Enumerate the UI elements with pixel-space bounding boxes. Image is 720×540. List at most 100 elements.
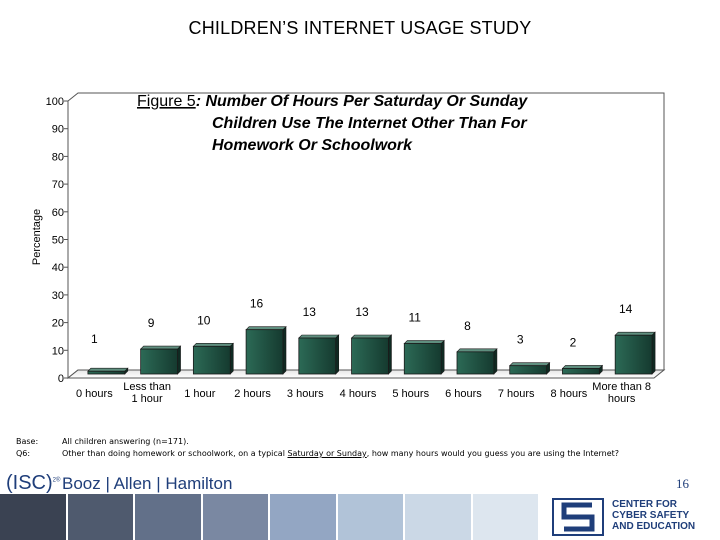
data-label: 16 — [250, 297, 264, 311]
data-label: 1 — [91, 332, 98, 346]
x-tick-label: 3 hours — [287, 388, 324, 400]
bar-side-face — [229, 342, 234, 375]
x-tick-label: More than 8 hours — [592, 381, 651, 405]
x-tick-label: 8 hours — [551, 388, 588, 400]
bar — [456, 351, 495, 375]
question-text-part: Other than doing homework or schoolwork,… — [62, 449, 288, 458]
y-axis-label: Percentage — [31, 209, 43, 265]
y-tick-label: 0 — [58, 373, 64, 385]
bar-side-face — [282, 325, 287, 375]
bar-side-face — [493, 348, 498, 375]
bar-side-face — [177, 345, 181, 375]
base-label: Base: — [16, 437, 39, 446]
data-label: 2 — [570, 335, 577, 349]
bar — [351, 337, 389, 375]
data-label: 11 — [408, 311, 421, 325]
center-line-1: CENTER FOR — [612, 499, 677, 510]
slide-title: CHILDREN’S INTERNET USAGE STUDY — [188, 18, 532, 38]
chart-title-line-2: Children Use The Internet Other Than For — [212, 115, 527, 132]
data-label: 10 — [197, 313, 211, 327]
question-text-underlined: Saturday or Sunday — [287, 449, 367, 458]
bar-top-face — [192, 342, 234, 347]
bar — [614, 334, 653, 375]
chart-title-line-1: : Number Of Hours Per Saturday Or Sunday — [196, 93, 529, 110]
chart-title-line-3: Homework Or Schoolwork — [212, 137, 413, 154]
bar — [403, 343, 442, 375]
question-text-part-end: , how many hours would you guess you are… — [366, 449, 620, 458]
data-label: 14 — [619, 302, 633, 316]
bar-side-face — [651, 331, 656, 375]
bar — [87, 370, 126, 375]
y-tick-label: 50 — [52, 235, 64, 247]
bar-top-face — [87, 367, 129, 372]
bar-side-face — [440, 339, 445, 375]
bar-top-face — [614, 331, 656, 336]
data-label: 8 — [464, 319, 471, 333]
bar-top-face — [139, 345, 182, 350]
data-label: 3 — [517, 333, 524, 347]
bar-top-face — [456, 348, 498, 353]
data-labels: 1 9 10 16 13 13 11 8 3 2 14 — [91, 297, 633, 350]
isc-logo-text: (ISC) — [6, 472, 53, 494]
bar-top-face — [245, 326, 287, 330]
x-tick-label: 2 hours — [234, 388, 271, 400]
cyber-safety-logo-icon — [552, 498, 604, 536]
y-tick-label: 30 — [52, 290, 64, 302]
x-tick-label: 6 hours — [445, 388, 482, 400]
x-tick-label: 7 hours — [498, 388, 535, 400]
bars — [87, 325, 656, 375]
x-tick-label: Less than 1 hour — [123, 381, 171, 405]
bar-top-face — [350, 334, 393, 339]
x-tick-label: 0 hours — [76, 388, 113, 400]
page-number: 16 — [676, 476, 689, 491]
question-label: Q6: — [16, 449, 31, 458]
x-axis: 0 hours Less than 1 hour 1 hour 2 hours 3 hou… — [76, 381, 651, 405]
color-strip-block — [135, 494, 201, 540]
color-strip-block — [270, 494, 336, 540]
color-strip-block — [405, 494, 471, 540]
bar — [562, 368, 600, 375]
x-tick-label: 5 hours — [392, 388, 429, 400]
bar-top-face — [509, 362, 551, 366]
color-strip-block — [337, 494, 403, 540]
color-strip-block — [67, 494, 133, 540]
chart-title: Figure 5: Number Of Hours Per Saturday O… — [137, 93, 528, 110]
cyber-safety-center-name: CENTER FOR CYBER SAFETY AND EDUCATION — [612, 499, 695, 532]
data-label: 13 — [355, 305, 369, 319]
x-tick-label: 4 hours — [340, 388, 377, 400]
isc-logo-sup: 2® — [52, 477, 61, 484]
bar — [140, 348, 178, 375]
x-tick-label: 1 hour — [184, 388, 216, 400]
bar-top-face — [561, 365, 604, 369]
bar-side-face — [388, 334, 392, 375]
y-tick-label: 40 — [52, 262, 64, 274]
booz-allen-logo: Booz | Allen | Hamilton — [62, 474, 233, 493]
color-strip-block — [472, 494, 538, 540]
bar — [192, 345, 231, 375]
color-strip-block — [202, 494, 268, 540]
y-tick-label: 100 — [46, 96, 64, 108]
data-label: 13 — [303, 305, 317, 319]
bar — [298, 337, 337, 375]
y-tick-label: 80 — [52, 151, 64, 163]
y-tick-label: 90 — [52, 124, 64, 136]
bar — [509, 365, 548, 375]
y-tick-label: 60 — [52, 207, 64, 219]
y-tick-label: 20 — [52, 318, 64, 330]
data-label: 9 — [148, 316, 155, 330]
question-text: Other than doing homework or schoolwork,… — [62, 448, 619, 460]
y-axis: 0 10 20 30 40 50 60 70 80 90 100 — [46, 96, 68, 385]
bar-top-face — [403, 340, 445, 344]
center-line-3: AND EDUCATION — [612, 521, 696, 532]
y-tick-label: 70 — [52, 179, 64, 191]
chart-title-prefix: Figure 5 — [137, 93, 196, 110]
bar — [245, 329, 284, 375]
isc-logo: (ISC)2® — [6, 472, 60, 495]
bar-top-face — [298, 334, 340, 339]
y-tick-label: 10 — [52, 345, 64, 357]
bar-side-face — [335, 334, 340, 375]
bar-chart: 0 10 20 30 40 50 60 70 80 90 100 Percentage 1 9 10 16… — [31, 92, 666, 405]
center-line-2: CYBER SAFETY — [612, 510, 690, 521]
color-strip-block — [0, 494, 66, 540]
base-text: All children answering (n=171). — [62, 437, 189, 446]
